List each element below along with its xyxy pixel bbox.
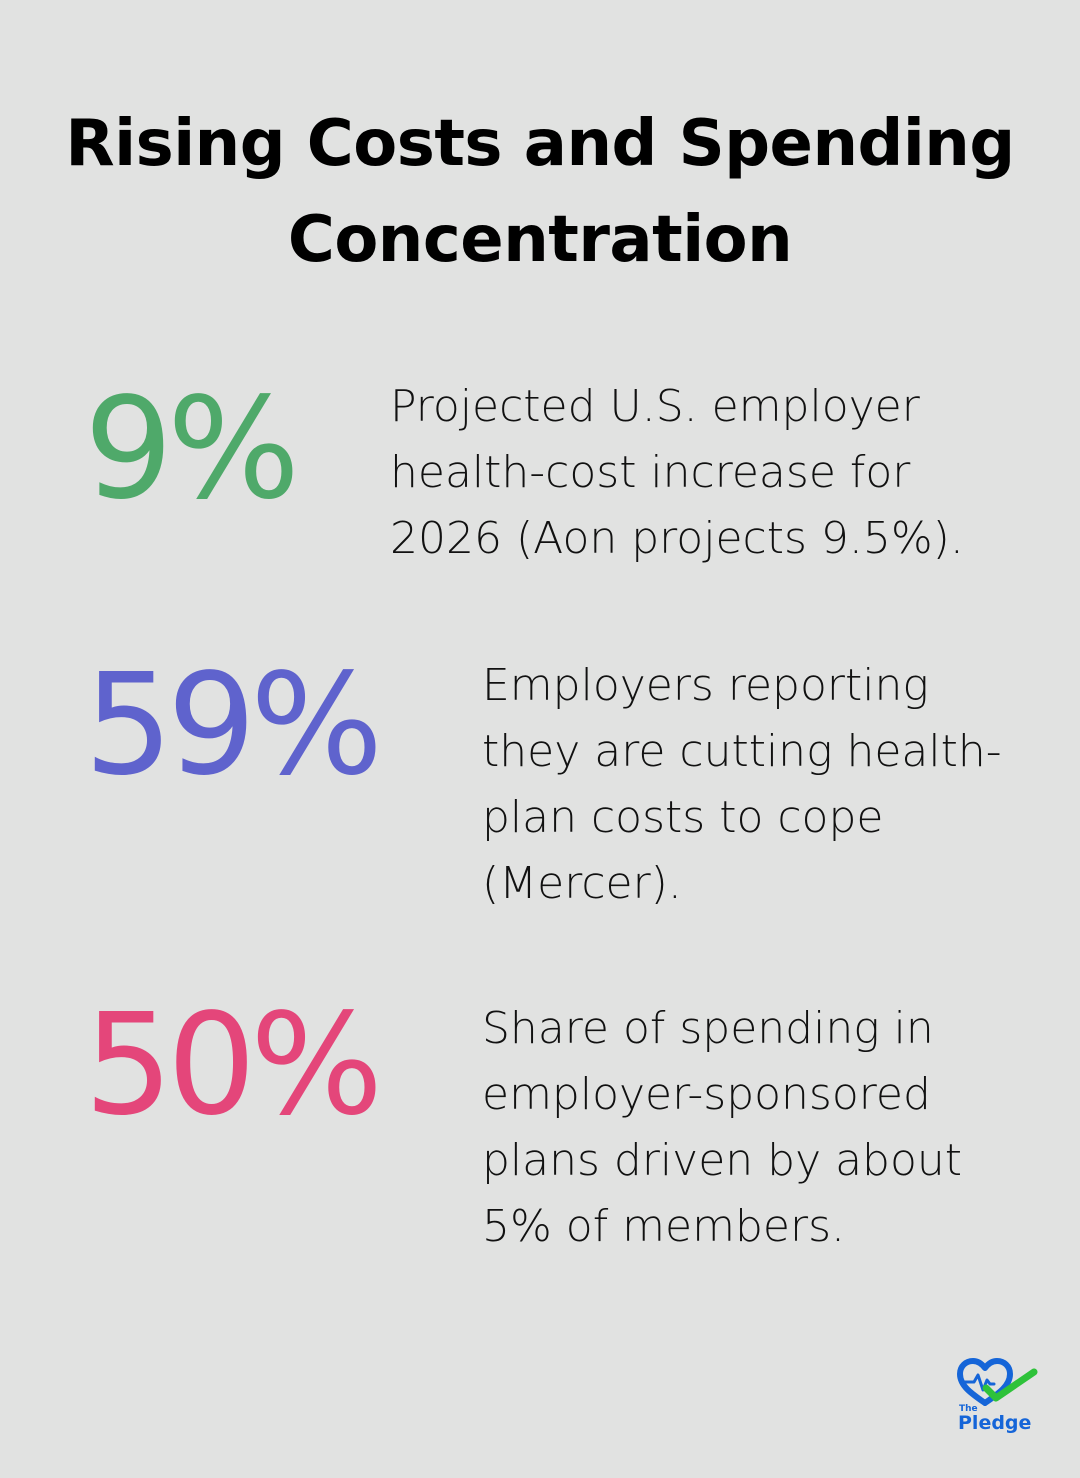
page-title: Rising Costs and Spending Concentration	[65, 107, 1015, 277]
heart-check-icon	[957, 1358, 1038, 1406]
stat-value: 50%	[84, 984, 383, 1147]
the-pledge-logo: The Pledge	[952, 1358, 1042, 1438]
logo-text-the: The	[959, 1404, 978, 1414]
stat-value: 9%	[84, 368, 300, 531]
stat-description: Projected U.S. employer health-cost incr…	[390, 381, 964, 564]
stat-description: Employers reporting they are cutting hea…	[482, 660, 1002, 909]
logo-text-pledge: Pledge	[958, 1412, 1032, 1434]
stat-value: 59%	[84, 644, 383, 807]
stat-description: Share of spending in employer-sponsored …	[482, 1003, 963, 1252]
